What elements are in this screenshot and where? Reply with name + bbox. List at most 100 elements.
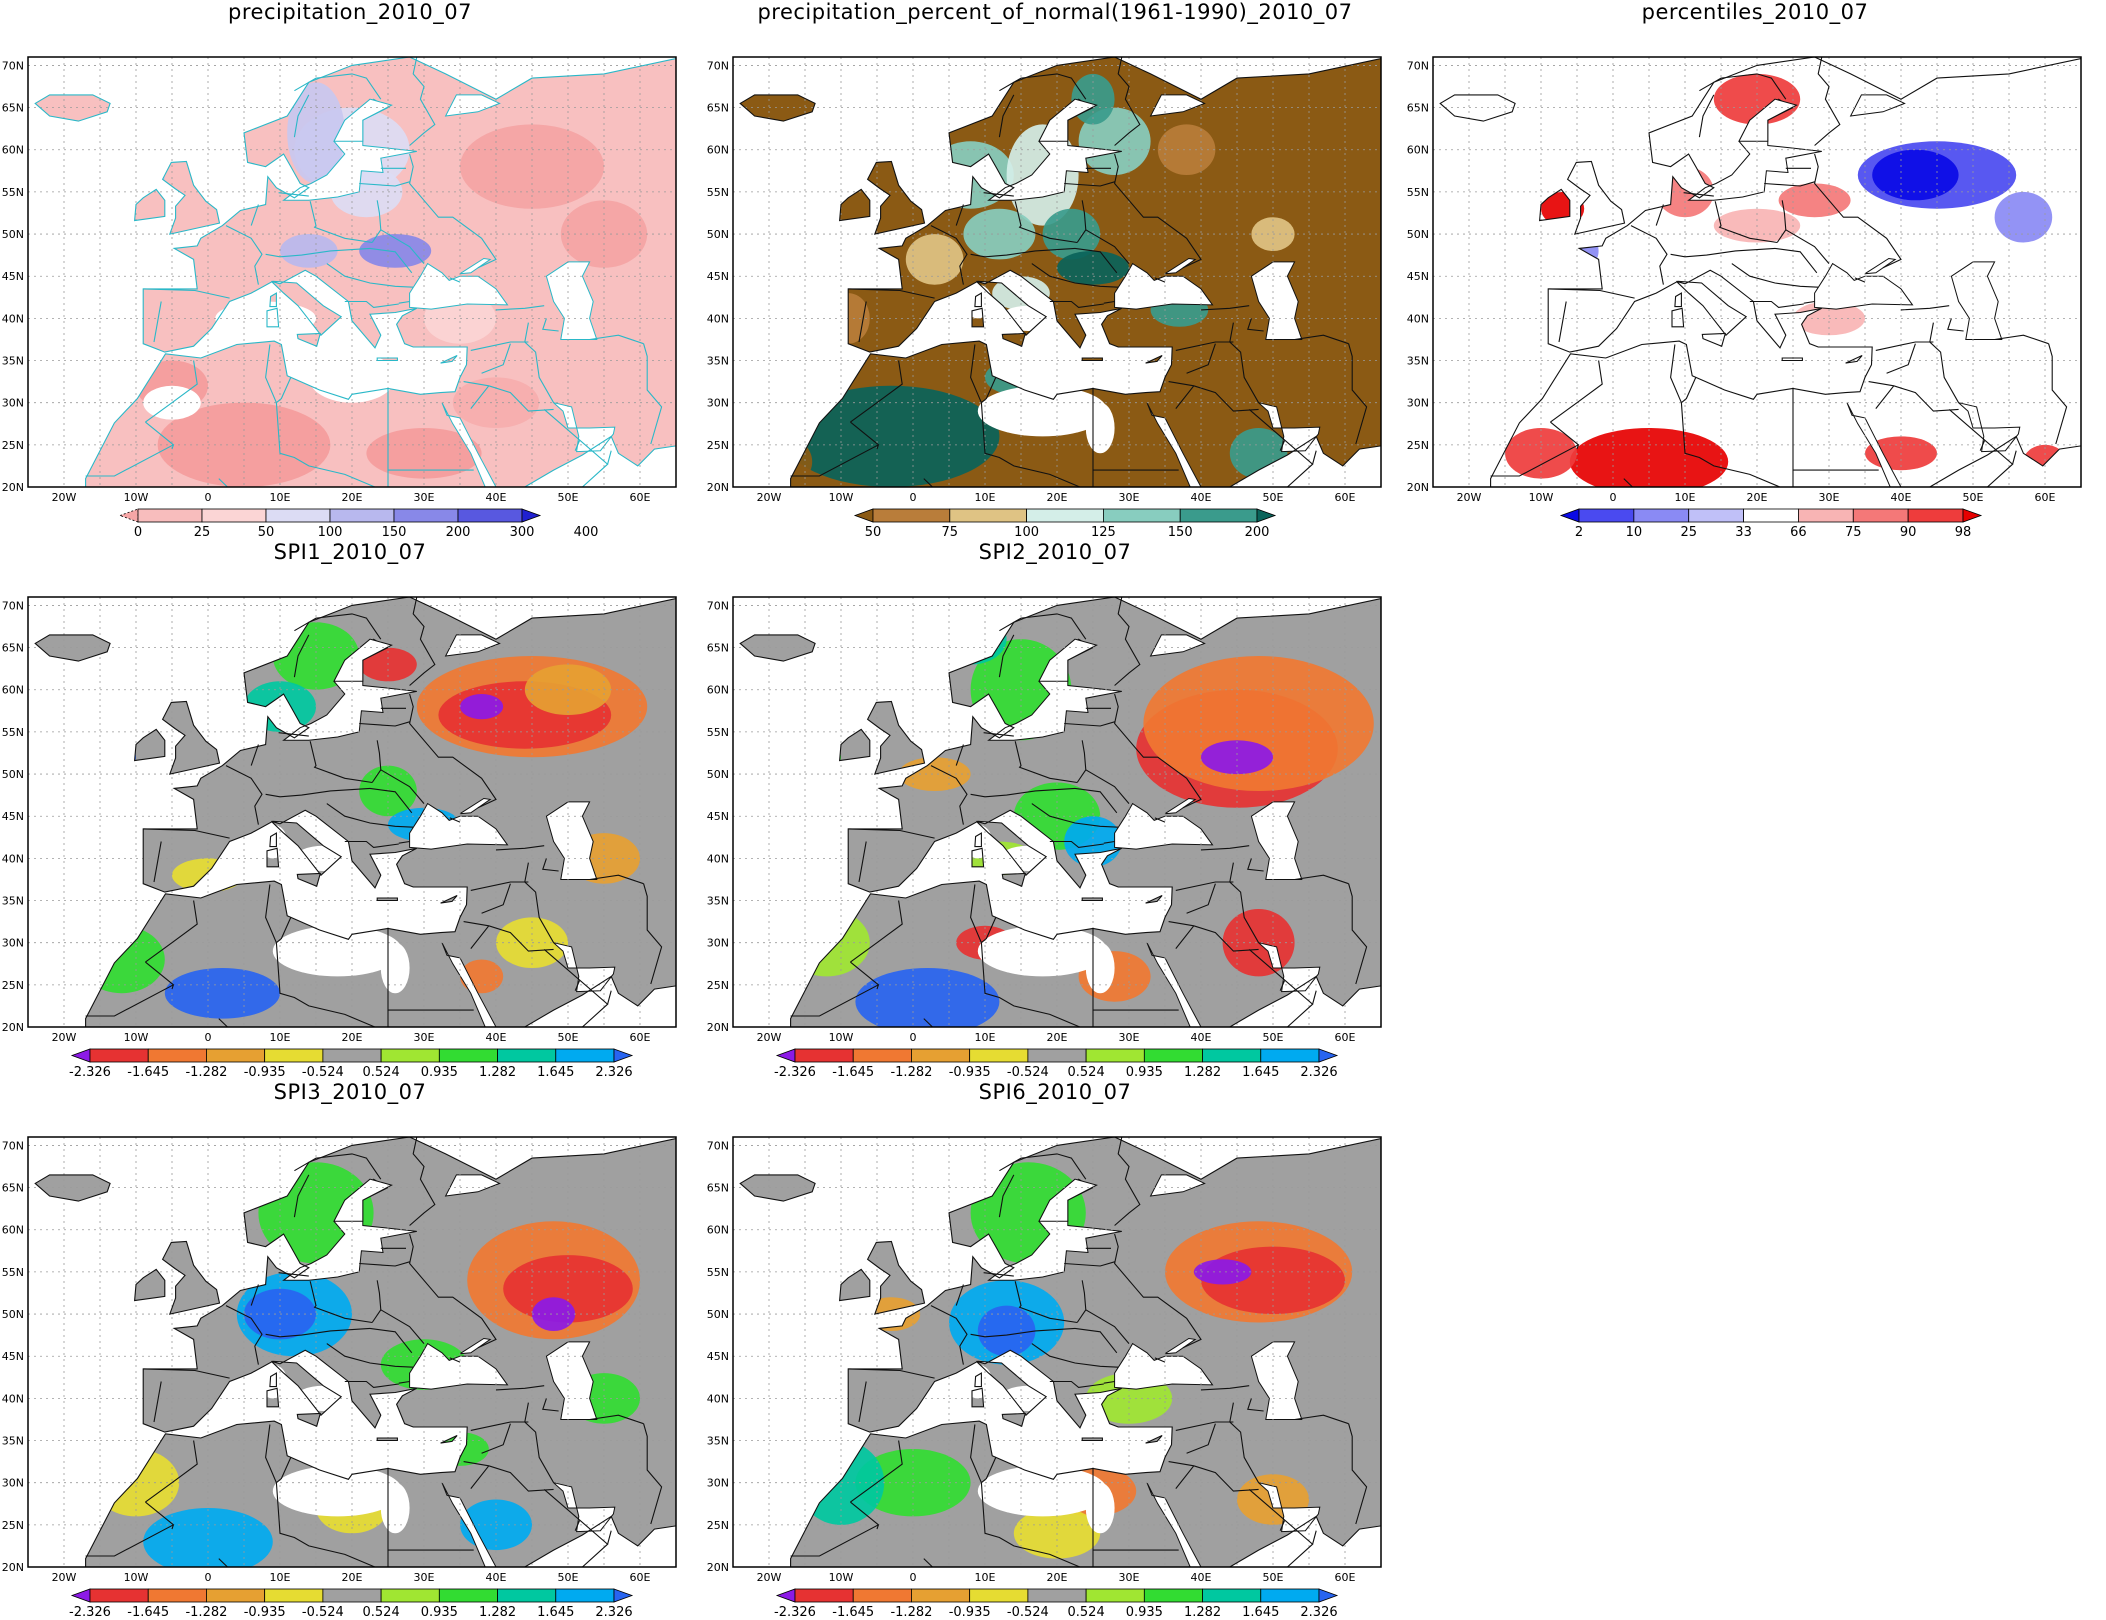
lat-tick-label: 60N (707, 144, 729, 157)
lon-tick-label: 40E (1891, 491, 1912, 504)
lon-tick-label: 0 (910, 1571, 917, 1584)
colorbar-tick-label: -1.282 (185, 1065, 227, 1080)
colorbar-tick-label: -0.935 (949, 1065, 991, 1080)
colorbar-tick-label: -1.645 (832, 1605, 874, 1620)
lon-tick-label: 10W (124, 1571, 149, 1584)
lat-tick-label: 45N (2, 270, 24, 283)
lat-tick-label: 65N (2, 102, 24, 115)
lat-tick-label: 25N (2, 979, 24, 992)
lon-tick-label: 20E (1047, 491, 1068, 504)
colorbar-tick-label: 0.935 (1126, 1605, 1163, 1620)
lat-tick-label: 30N (2, 397, 24, 410)
colorbar-tick-label: -1.645 (127, 1065, 169, 1080)
colorbar-tick-label: -0.524 (302, 1605, 344, 1620)
colorbar-tick-label: 10 (1626, 525, 1643, 540)
lon-tick-label: 10W (124, 1031, 149, 1044)
colorbar-tick-label: 125 (1091, 525, 1116, 540)
lon-tick-label: 10E (270, 1571, 291, 1584)
panel-title: precipitation_percent_of_normal(1961-199… (757, 0, 1353, 24)
colorbar: 50 75 100 125 150 200 (853, 508, 1277, 540)
map-panel-precipitation: precipitation_2010_07 70N 65N 60N 55N 50N 45N… (0, 0, 700, 540)
lon-tick-label: 10E (975, 1571, 996, 1584)
lon-tick-label: 40E (486, 1571, 507, 1584)
colorbar-tick-label: 50 (865, 525, 882, 540)
lat-tick-label: 35N (1407, 355, 1429, 368)
colorbar-tick-label: -2.326 (69, 1605, 111, 1620)
lat-tick-label: 60N (1407, 144, 1429, 157)
lon-tick-label: 20E (1747, 491, 1768, 504)
lat-tick-label: 30N (707, 1477, 729, 1490)
lat-tick-label: 55N (707, 186, 729, 199)
lon-tick-label: 50E (558, 491, 579, 504)
lat-tick-label: 45N (707, 810, 729, 823)
lat-tick-label: 40N (707, 312, 729, 325)
lon-tick-label: 40E (486, 1031, 507, 1044)
colorbar-tick-label: 50 (258, 525, 275, 540)
lon-tick-label: 0 (205, 1031, 212, 1044)
lat-tick-label: 65N (707, 642, 729, 655)
lon-tick-label: 10E (975, 491, 996, 504)
lon-tick-label: 60E (630, 1031, 651, 1044)
colorbar-tick-label: 0.524 (1068, 1605, 1105, 1620)
colorbar-tick-label: -2.326 (69, 1065, 111, 1080)
lat-tick-label: 35N (707, 355, 729, 368)
lat-tick-label: 55N (2, 186, 24, 199)
lat-tick-label: 60N (2, 144, 24, 157)
lat-tick-label: 65N (707, 1182, 729, 1195)
colorbar-tick-label: 2.326 (1300, 1605, 1337, 1620)
lon-tick-label: 20W (52, 1571, 77, 1584)
lat-tick-label: 70N (707, 59, 729, 72)
colorbar-tick-label: -0.524 (1007, 1065, 1049, 1080)
lon-tick-label: 20W (1457, 491, 1482, 504)
colorbar-tick-label: -1.645 (832, 1065, 874, 1080)
lon-tick-label: 10E (1675, 491, 1696, 504)
lat-tick-label: 40N (2, 1392, 24, 1405)
lat-tick-label: 20N (2, 1561, 24, 1574)
colorbar: 0 25 50 100 150 200 300 400 (118, 508, 598, 540)
colorbar-tick-label: -0.935 (949, 1605, 991, 1620)
lat-tick-label: 45N (1407, 270, 1429, 283)
colorbar-tick-label: 1.645 (537, 1065, 574, 1080)
lat-tick-label: 60N (707, 684, 729, 697)
colorbar: -2.326 -1.645 -1.282 -0.935 -0.524 0.524 0.935… (774, 1048, 1339, 1080)
lon-tick-label: 50E (1263, 491, 1284, 504)
lat-tick-label: 25N (707, 439, 729, 452)
colorbar-tick-label: 200 (446, 525, 471, 540)
lon-tick-label: 10E (270, 1031, 291, 1044)
lon-tick-label: 50E (1963, 491, 1984, 504)
lat-tick-label: 40N (2, 852, 24, 865)
colorbar-tick-label: 1.645 (1242, 1065, 1279, 1080)
lat-tick-label: 65N (2, 642, 24, 655)
colorbar-tick-label: 1.645 (1242, 1605, 1279, 1620)
colorbar-tick-label: -0.524 (302, 1065, 344, 1080)
lon-tick-label: 20E (342, 1031, 363, 1044)
colorbar-tick-label: 1.282 (1184, 1065, 1221, 1080)
panel-title: SPI6_2010_07 (978, 1080, 1132, 1104)
colorbar-tick-label: -0.935 (244, 1065, 286, 1080)
colorbar-tick-label: 98 (1955, 525, 1972, 540)
lon-tick-label: 40E (1191, 491, 1212, 504)
lon-tick-label: 20W (757, 1031, 782, 1044)
lat-tick-label: 70N (707, 599, 729, 612)
colorbar-tick-label: 0.935 (421, 1065, 458, 1080)
lon-tick-label: 30E (414, 1571, 435, 1584)
lon-tick-label: 0 (205, 1571, 212, 1584)
colorbar-tick-label: 200 (1245, 525, 1270, 540)
colorbar-tick-label: 75 (1845, 525, 1862, 540)
lon-tick-label: 60E (630, 1571, 651, 1584)
lat-tick-label: 50N (707, 228, 729, 241)
colorbar-tick-label: 33 (1735, 525, 1752, 540)
lon-tick-label: 20E (1047, 1571, 1068, 1584)
lat-tick-label: 35N (707, 1435, 729, 1448)
lat-tick-label: 20N (707, 481, 729, 494)
lat-tick-label: 35N (707, 895, 729, 908)
colorbar-tick-label: 300 (510, 525, 535, 540)
lon-tick-label: 30E (1819, 491, 1840, 504)
colorbar-tick-label: 0.524 (363, 1605, 400, 1620)
lon-tick-label: 10W (124, 491, 149, 504)
lon-tick-label: 0 (910, 1031, 917, 1044)
lon-tick-label: 20W (757, 491, 782, 504)
lat-tick-label: 40N (1407, 312, 1429, 325)
lat-tick-label: 40N (707, 852, 729, 865)
colorbar-tick-label: -2.326 (774, 1605, 816, 1620)
